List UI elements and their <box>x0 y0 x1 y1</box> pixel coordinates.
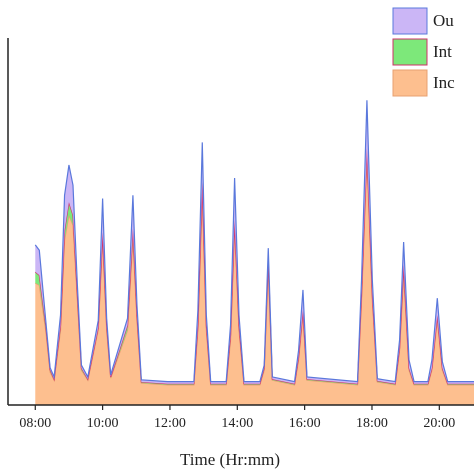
x-tick-label: 08:00 <box>19 416 51 431</box>
legend-label: Ou <box>433 11 454 30</box>
x-tick-label: 16:00 <box>289 416 321 431</box>
legend-label: Inc <box>433 73 455 92</box>
x-tick-label: 12:00 <box>154 416 186 431</box>
legend-label: Int <box>433 42 452 61</box>
x-tick-label: 10:00 <box>87 416 119 431</box>
x-tick-label: 20:00 <box>423 416 455 431</box>
x-tick-label: 18:00 <box>356 416 388 431</box>
x-axis-label: Time (Hr:mm) <box>180 450 280 469</box>
legend-swatch <box>392 69 428 97</box>
x-tick-label: 14:00 <box>221 416 253 431</box>
legend-swatch <box>392 38 428 66</box>
area-edge <box>34 100 474 383</box>
legend-swatch <box>392 7 428 35</box>
area <box>35 159 474 405</box>
